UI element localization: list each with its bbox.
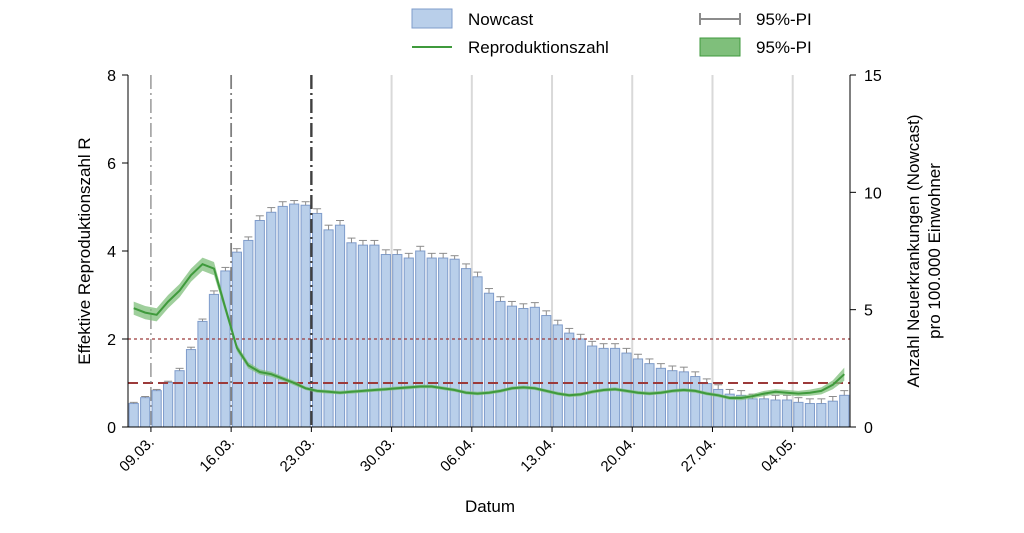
- nowcast-bar: [312, 212, 323, 428]
- nowcast-bar: [506, 305, 518, 428]
- legend-nowcast-label: Nowcast: [468, 10, 533, 29]
- legend-band-label: 95%-PI: [756, 38, 812, 57]
- y-right-tick-label: 10: [864, 185, 882, 202]
- nowcast-bar: [644, 363, 655, 428]
- x-tick-label: 09.03.: [116, 434, 158, 476]
- y-left-tick-label: 8: [107, 68, 116, 85]
- y-axis-right-label-line1: Anzahl Neuerkrankungen (Nowcast): [904, 114, 923, 387]
- nowcast-bar: [380, 254, 391, 428]
- nowcast-bar: [690, 376, 701, 428]
- grid-lines: [390, 75, 794, 427]
- y-axis-right-label-line2: pro 100.000 Einwohner: [925, 163, 944, 339]
- reference-lines: [128, 338, 850, 384]
- nowcast-bar: [747, 398, 758, 428]
- x-tick-label: 27.04.: [678, 434, 720, 476]
- y-right-tick-label: 0: [864, 420, 873, 437]
- y-left-tick-label: 2: [107, 332, 116, 349]
- nowcast-bar: [151, 390, 162, 428]
- nowcast-bar: [403, 257, 414, 428]
- nowcast-bar: [140, 397, 151, 428]
- nowcast-bar: [426, 257, 437, 428]
- legend-r-label: Reproduktionszahl: [468, 38, 609, 57]
- x-tick-label: 30.03.: [357, 434, 399, 476]
- nowcast-bar: [598, 347, 609, 428]
- nowcast-bar: [770, 399, 781, 428]
- nowcast-bar: [208, 293, 220, 428]
- nowcast-bar: [529, 306, 540, 428]
- nowcast-bar: [254, 219, 265, 428]
- nowcast-bar: [678, 371, 689, 428]
- y-right-tick-label: 15: [864, 68, 882, 85]
- nowcast-bar: [449, 258, 460, 428]
- nowcast-bar: [793, 401, 804, 428]
- y-axis-left-title: Effektive Reproduktionszahl R: [75, 137, 94, 364]
- nowcast-bar: [839, 394, 850, 428]
- r-line-path: [133, 263, 845, 399]
- nowcast-bar: [758, 398, 770, 428]
- y-left-tick-label: 4: [107, 244, 116, 261]
- nowcast-bar: [185, 349, 197, 428]
- legend-nowcast-swatch: [411, 8, 453, 29]
- nowcast-bar: [587, 345, 598, 428]
- nowcast-bar: [655, 367, 666, 428]
- r-line: [133, 263, 845, 399]
- nowcast-bar: [781, 399, 793, 428]
- nowcast-bar: [472, 276, 483, 428]
- nowcast-bar: [323, 229, 334, 428]
- x-tick-label: 23.03.: [277, 434, 319, 476]
- x-tick-label: 13.04.: [517, 434, 559, 476]
- nowcast-bar: [804, 403, 815, 428]
- nowcast-bar: [483, 292, 495, 428]
- legend-band-swatch: [699, 37, 741, 57]
- nowcast-bars: [128, 203, 850, 428]
- nowcast-bar: [816, 403, 827, 428]
- nowcast-bar: [552, 324, 563, 428]
- nowcast-bar: [174, 370, 185, 428]
- nowcast-bar: [334, 224, 346, 428]
- nowcast-bar: [392, 254, 403, 428]
- y-right-tick-label: 5: [864, 303, 873, 320]
- y-left-tick-label: 6: [107, 156, 116, 173]
- nowcast-bar: [243, 239, 254, 428]
- nowcast-bar: [541, 315, 552, 428]
- y-left-tick-label: 0: [107, 420, 116, 437]
- nowcast-bar: [460, 268, 472, 428]
- nowcast-bar: [495, 300, 506, 428]
- nowcast-bar: [163, 381, 174, 428]
- x-tick-label: 04.05.: [758, 434, 800, 476]
- nowcast-bar: [667, 370, 678, 428]
- nowcast-bar: [128, 403, 139, 428]
- nowcast-bar: [346, 242, 357, 428]
- legend-errorbar-label: 95%-PI: [756, 10, 812, 29]
- nowcast-bar: [197, 320, 208, 428]
- nowcast-bar: [827, 400, 838, 428]
- nowcast-bar: [289, 203, 300, 428]
- nowcast-bar: [266, 211, 277, 428]
- nowcast-bar: [438, 257, 449, 428]
- x-tick-label: 16.03.: [196, 434, 238, 476]
- nowcast-bar: [300, 204, 311, 428]
- nowcast-bar: [518, 307, 529, 428]
- x-axis-label: Datum: [465, 497, 515, 516]
- event-lines: [150, 75, 313, 427]
- nowcast-bar: [369, 244, 380, 428]
- x-tick-label: 20.04.: [598, 434, 640, 476]
- legend: Nowcast Reproduktionszahl 95%-PI 95%-PI: [411, 8, 812, 57]
- nowcast-bar: [277, 205, 288, 428]
- nowcast-bar: [564, 332, 575, 428]
- x-tick-label: 06.04.: [437, 434, 479, 476]
- nowcast-bar: [701, 383, 712, 428]
- nowcast-bar: [357, 244, 369, 428]
